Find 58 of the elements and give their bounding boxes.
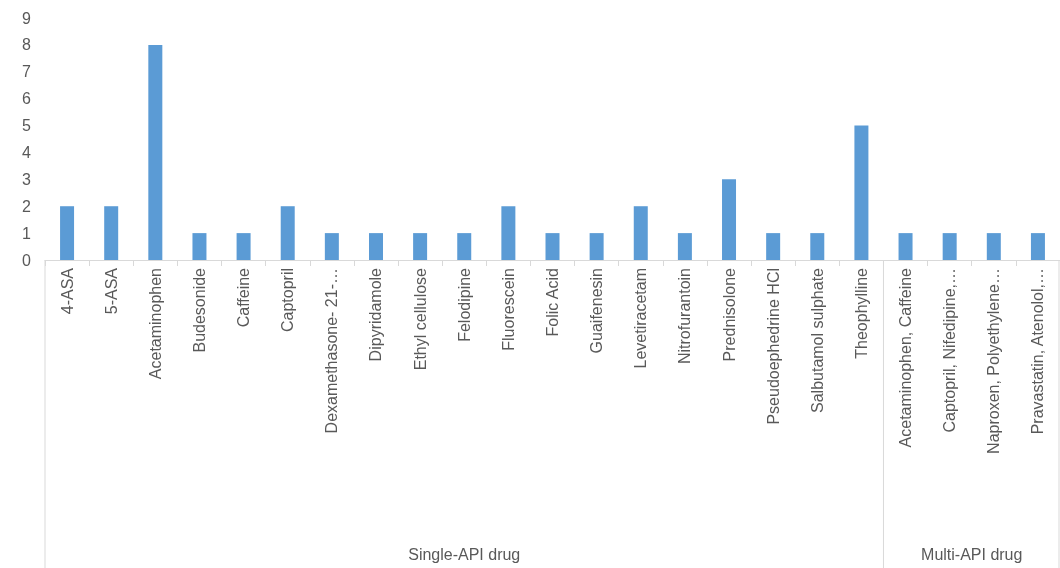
- x-tick-label: Theophylline: [852, 267, 870, 359]
- y-tick-label: 3: [22, 170, 32, 188]
- x-tick-label: Nitrofurantoin: [676, 268, 694, 365]
- x-tick-label: Acetaminophen, Caffeine: [897, 267, 915, 448]
- bar: [766, 233, 781, 260]
- x-tick-label: Captopril: [279, 268, 297, 333]
- x-tick-label: Caffeine: [235, 267, 253, 328]
- bar: [368, 233, 383, 260]
- bar: [324, 233, 339, 260]
- y-tick-label: 5: [22, 117, 32, 135]
- bar: [60, 206, 75, 260]
- bar: [545, 233, 560, 260]
- bar: [633, 206, 648, 260]
- bar: [236, 233, 251, 260]
- x-tick-label: Captopril, Nifedipine,…: [941, 268, 959, 433]
- y-tick-label: 2: [22, 197, 32, 215]
- bar: [589, 233, 604, 260]
- bar: [810, 233, 825, 260]
- x-tick-label: Dipyridamole: [367, 267, 385, 362]
- x-tick-label: Salbutamol sulphate: [808, 267, 826, 413]
- bar: [677, 233, 692, 260]
- text: Multi-API drug: [921, 545, 1023, 563]
- x-tick-label: Levetiracetam: [632, 268, 650, 369]
- x-tick-label: Pravastatin, Atenolol,…: [1029, 268, 1047, 435]
- text: Single-API drug: [408, 545, 521, 563]
- x-tick-label: Naproxen, Polyethylene…: [985, 268, 1003, 454]
- y-tick-label: 8: [22, 36, 32, 54]
- y-tick-label: 0: [22, 251, 32, 269]
- bar: [722, 179, 737, 260]
- x-tick-label: Dexamethasone- 21-…: [323, 268, 341, 434]
- bar: [1030, 233, 1045, 260]
- bar: [413, 233, 428, 260]
- x-tick-label: Prednisolone: [720, 267, 738, 362]
- y-tick-label: 4: [22, 143, 32, 161]
- x-tick-label: Felodipine: [455, 267, 473, 342]
- bar: [898, 233, 913, 260]
- x-tick-label: Budesonide: [190, 267, 208, 353]
- bar: [986, 233, 1001, 260]
- bar: [280, 206, 295, 260]
- x-tick-label: 4-ASA: [58, 267, 76, 315]
- x-tick-label: Guaifenesin: [588, 268, 606, 354]
- bar: [942, 233, 957, 260]
- y-tick-label: 9: [22, 9, 32, 27]
- x-tick-label: 5-ASA: [102, 267, 120, 315]
- x-tick-label: Fluorescein: [499, 268, 517, 351]
- bar: [104, 206, 119, 260]
- bar: [192, 233, 207, 260]
- bar: [854, 125, 869, 260]
- y-tick-label: 6: [22, 90, 32, 108]
- bar: [457, 233, 472, 260]
- bar: [148, 44, 163, 260]
- y-tick-label: 1: [22, 224, 32, 242]
- x-tick-label: Ethyl cellulose: [411, 267, 429, 371]
- x-tick-label: Pseudoephedrine HCl: [764, 268, 782, 425]
- bar: [501, 206, 516, 260]
- x-tick-label: Acetaminophen: [146, 268, 164, 380]
- x-tick-label: Folic Acid: [544, 268, 561, 337]
- y-tick-label: 7: [22, 63, 32, 81]
